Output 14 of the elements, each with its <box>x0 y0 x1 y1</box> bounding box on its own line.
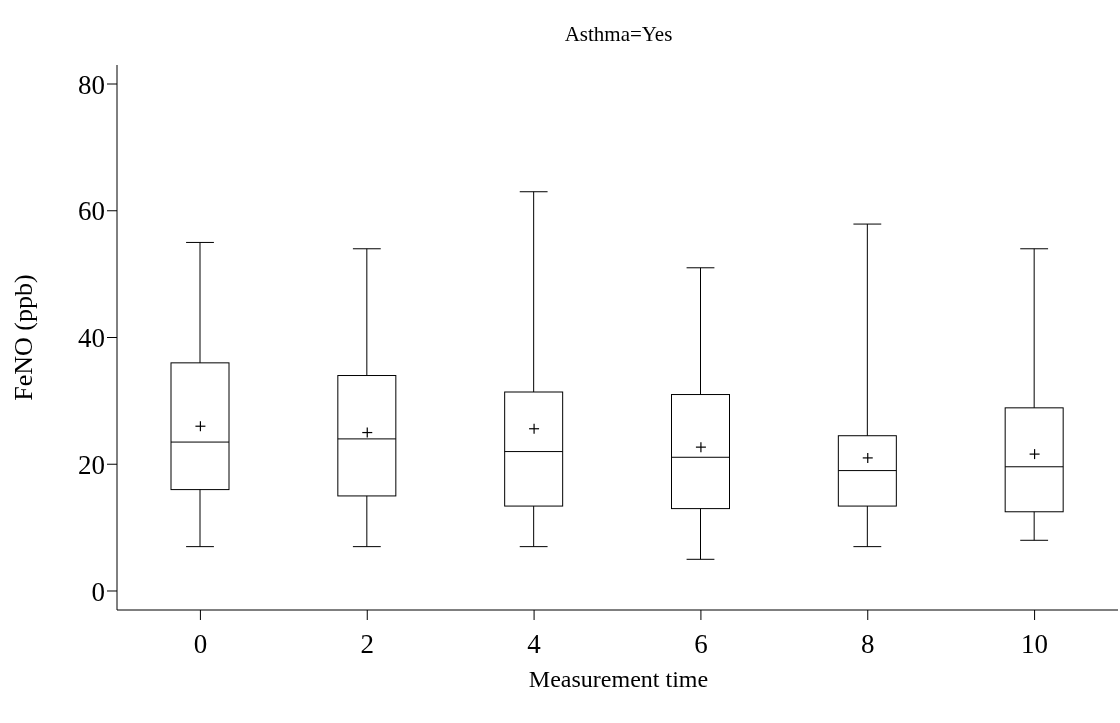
x-tick-label: 4 <box>527 629 542 660</box>
y-tick-label: 40 <box>78 323 105 354</box>
x-axis-title: Measurement time <box>527 666 710 693</box>
y-axis-title: FeNO (ppb) <box>9 274 39 401</box>
x-tick-label: 8 <box>861 629 875 660</box>
x-tick-label: 6 <box>694 629 708 660</box>
y-tick-label: 0 <box>91 576 105 607</box>
y-tick-label: 20 <box>78 449 105 480</box>
x-tick-label: 0 <box>193 629 208 660</box>
x-tick-label: 2 <box>360 629 374 660</box>
x-tick-label: 10 <box>1021 629 1049 660</box>
y-tick-label: 60 <box>78 196 105 227</box>
y-tick-label: 80 <box>78 69 105 100</box>
chart-title: Asthma=Yes <box>563 22 674 47</box>
